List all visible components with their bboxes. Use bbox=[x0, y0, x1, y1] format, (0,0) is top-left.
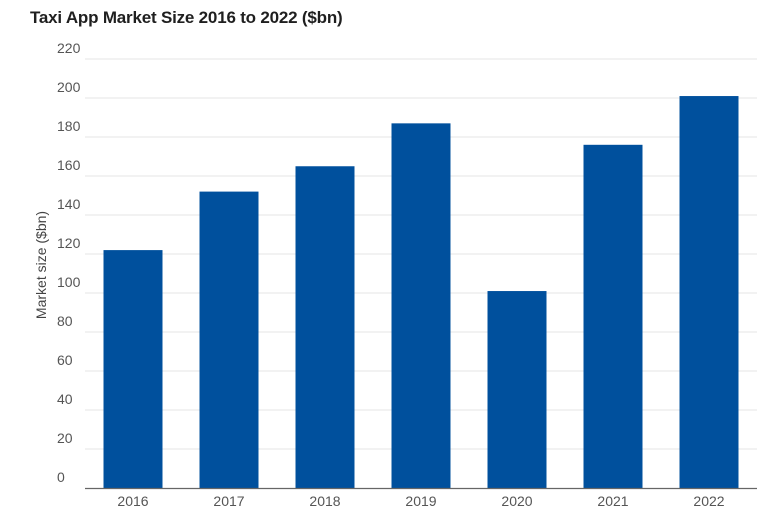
x-tick-label: 2021 bbox=[597, 493, 628, 509]
x-axis-ticks: 2016 2017 2018 2019 2020 2021 2022 bbox=[117, 493, 724, 509]
bar-2020 bbox=[487, 291, 547, 488]
chart-title: Taxi App Market Size 2016 to 2022 ($bn) bbox=[30, 8, 343, 27]
y-tick-label: 20 bbox=[57, 430, 73, 446]
y-tick-label: 40 bbox=[57, 391, 73, 407]
x-tick-label: 2017 bbox=[213, 493, 244, 509]
x-tick-label: 2018 bbox=[309, 493, 340, 509]
bar-2018 bbox=[295, 166, 355, 488]
x-tick-label: 2019 bbox=[405, 493, 436, 509]
y-tick-label: 100 bbox=[57, 274, 81, 290]
y-tick-label: 220 bbox=[57, 40, 81, 56]
y-tick-label: 60 bbox=[57, 352, 73, 368]
y-axis-label: Market size ($bn) bbox=[33, 211, 49, 319]
bar-2016 bbox=[103, 250, 163, 488]
bar-2017 bbox=[199, 191, 259, 488]
y-tick-label: 80 bbox=[57, 313, 73, 329]
y-tick-label: 0 bbox=[57, 469, 65, 485]
x-tick-label: 2020 bbox=[501, 493, 532, 509]
x-tick-label: 2022 bbox=[693, 493, 724, 509]
y-axis-ticks: 0 20 40 60 80 100 120 140 160 180 200 220 bbox=[57, 40, 81, 485]
y-tick-label: 120 bbox=[57, 235, 81, 251]
bar-2022 bbox=[679, 96, 739, 489]
bars bbox=[103, 96, 739, 489]
y-tick-label: 180 bbox=[57, 118, 81, 134]
x-tick-label: 2016 bbox=[117, 493, 148, 509]
y-tick-label: 140 bbox=[57, 196, 81, 212]
y-tick-label: 160 bbox=[57, 157, 81, 173]
y-tick-label: 200 bbox=[57, 79, 81, 95]
bar-2021 bbox=[583, 144, 643, 489]
bar-2019 bbox=[391, 123, 451, 488]
